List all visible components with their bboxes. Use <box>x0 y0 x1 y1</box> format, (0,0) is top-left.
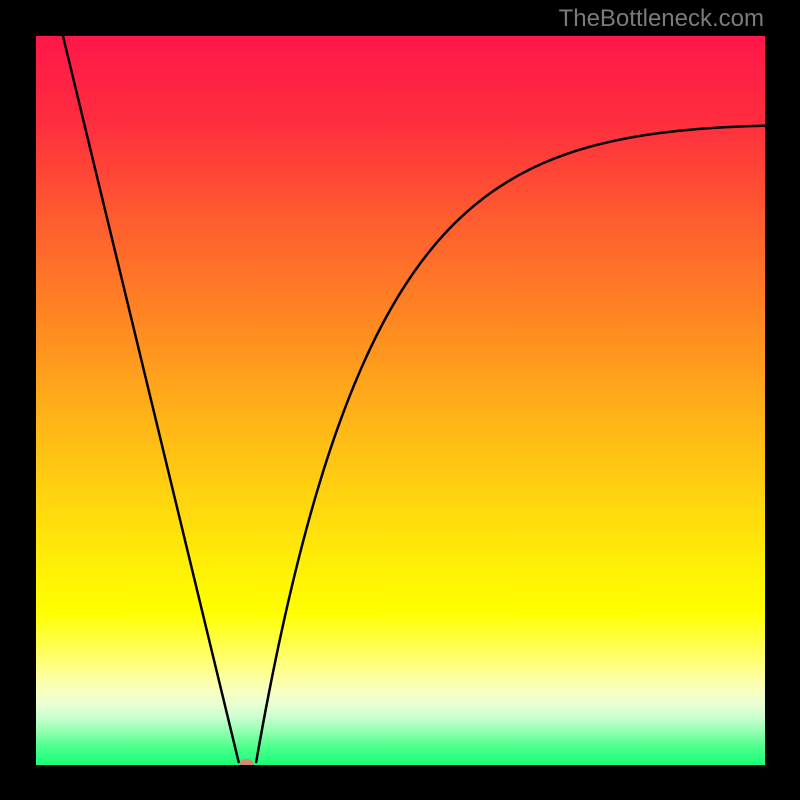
bottleneck-curve-plot <box>36 36 765 765</box>
gradient-background <box>36 36 765 765</box>
chart-frame: TheBottleneck.com <box>0 0 800 800</box>
watermark-text: TheBottleneck.com <box>559 5 764 33</box>
